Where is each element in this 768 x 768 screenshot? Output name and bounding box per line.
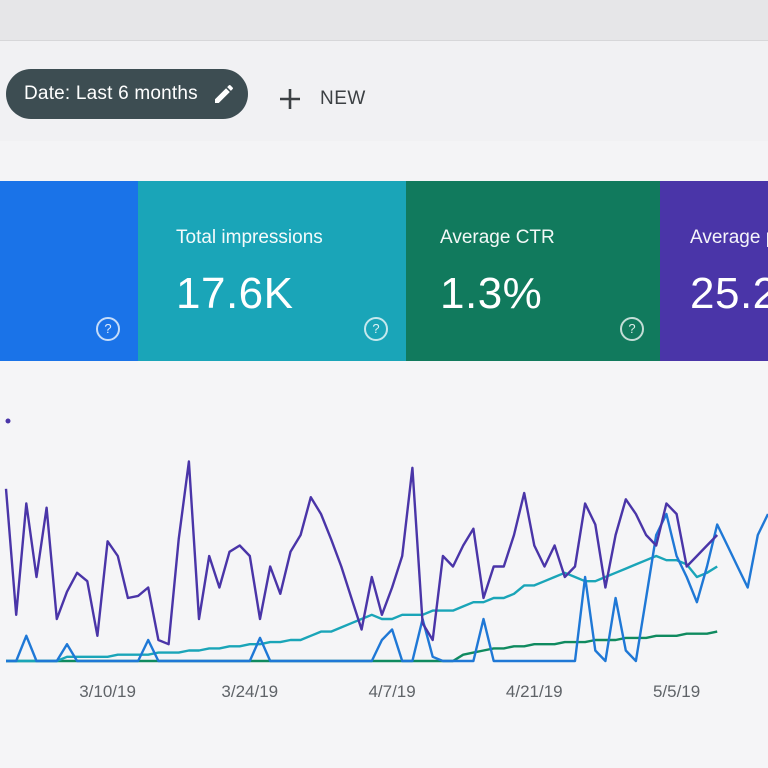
date-filter-label: Date: Last 6 months: [24, 83, 198, 104]
metric-value: 1.3%: [440, 269, 543, 318]
plus-icon: [276, 85, 304, 113]
filter-toolbar: Date: Last 6 months NEW: [0, 40, 768, 142]
metric-card-impressions[interactable]: Total impressions 17.6K ?: [138, 181, 406, 361]
metric-card-clicks[interactable]: ?: [0, 181, 138, 361]
series-layer: [4, 460, 768, 663]
chart-dot-marker: [5, 418, 11, 424]
series-line-0: [4, 460, 719, 646]
metric-card-ctr[interactable]: Average CTR 1.3% ?: [406, 181, 660, 361]
performance-chart[interactable]: 3/10/19 3/24/19 4/7/19 4/21/19 5/5/19: [0, 361, 768, 768]
metric-label: Average CTR: [440, 227, 555, 248]
date-filter-chip[interactable]: Date: Last 6 months: [6, 69, 248, 119]
x-tick-label: 5/5/19: [653, 682, 700, 701]
x-tick-label: 3/24/19: [221, 682, 278, 701]
help-circle-icon[interactable]: ?: [96, 317, 120, 341]
new-filter-button[interactable]: NEW: [276, 81, 366, 117]
x-tick-label: 3/10/19: [79, 682, 136, 701]
series-line-2: [6, 554, 718, 663]
metric-value: 17.6K: [176, 269, 294, 318]
help-circle-icon[interactable]: ?: [620, 317, 644, 341]
metric-label: Total impressions: [176, 227, 323, 248]
metric-label: Average p: [690, 227, 768, 248]
x-tick-label: 4/7/19: [368, 682, 415, 701]
x-tick-label: 4/21/19: [506, 682, 563, 701]
metric-value: 25.2: [690, 269, 768, 318]
window-top-strip: [0, 0, 768, 40]
line-chart-svg: 3/10/19 3/24/19 4/7/19 4/21/19 5/5/19: [4, 418, 768, 701]
series-line-1: [6, 512, 768, 663]
pencil-icon[interactable]: [212, 82, 236, 106]
new-button-label: NEW: [320, 88, 366, 109]
content-spacer: [0, 141, 768, 181]
help-circle-icon[interactable]: ?: [364, 317, 388, 341]
metric-card-position[interactable]: Average p 25.2: [660, 181, 768, 361]
x-axis-ticks: 3/10/19 3/24/19 4/7/19 4/21/19 5/5/19: [79, 682, 700, 701]
